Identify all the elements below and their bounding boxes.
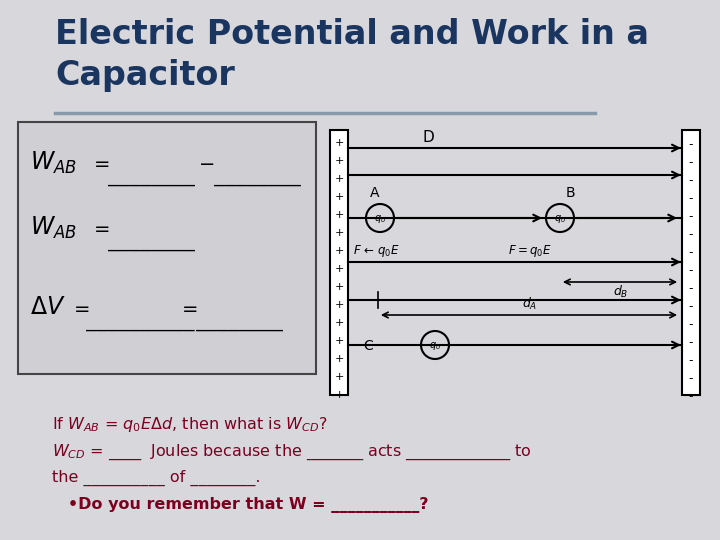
Text: -: - [689, 174, 693, 187]
Text: +: + [334, 138, 343, 148]
Text: D: D [422, 130, 434, 145]
Text: ________: ________ [214, 168, 301, 186]
Bar [18, 122, 316, 374]
Text: -: - [689, 354, 693, 367]
Text: $W_{AB}$: $W_{AB}$ [30, 215, 77, 241]
Text: $q_o$: $q_o$ [554, 213, 566, 225]
Text: C: C [364, 339, 373, 353]
Text: +: + [334, 390, 343, 400]
Text: $F = q_0E$: $F = q_0E$ [508, 243, 552, 259]
Text: $d_B$: $d_B$ [613, 284, 629, 300]
Text: -: - [689, 372, 693, 385]
Text: -: - [689, 300, 693, 313]
Text: -: - [689, 336, 693, 349]
Text: +: + [334, 192, 343, 202]
Text: $=$: $=$ [90, 153, 110, 172]
Text: A: A [370, 186, 379, 200]
Text: +: + [334, 156, 343, 166]
Text: +: + [334, 300, 343, 310]
Text: B: B [565, 186, 575, 200]
Text: $q_o$: $q_o$ [374, 213, 386, 225]
Text: ________: ________ [196, 313, 283, 331]
Text: -: - [689, 390, 693, 403]
Text: +: + [334, 318, 343, 328]
Text: •Do you remember that W = ___________?: •Do you remember that W = ___________? [68, 497, 428, 513]
Text: -: - [689, 318, 693, 331]
Text: +: + [334, 174, 343, 184]
Text: +: + [334, 354, 343, 364]
Text: +: + [334, 246, 343, 256]
Text: -: - [689, 282, 693, 295]
Text: -: - [689, 228, 693, 241]
Bar [682, 130, 700, 395]
Text: $\Delta V$: $\Delta V$ [30, 295, 66, 319]
Text: $W_{AB}$: $W_{AB}$ [30, 150, 77, 176]
Text: If $W_{AB}$ = $q_0E\Delta d$, then what is $W_{CD}$?: If $W_{AB}$ = $q_0E\Delta d$, then what … [52, 415, 328, 434]
Text: $q_o$: $q_o$ [429, 340, 441, 352]
Text: ________: ________ [108, 168, 195, 186]
Text: -: - [689, 246, 693, 259]
Text: +: + [334, 282, 343, 292]
Text: Electric Potential and Work in a
Capacitor: Electric Potential and Work in a Capacit… [55, 18, 649, 92]
Text: +: + [334, 336, 343, 346]
Text: +: + [334, 372, 343, 382]
Text: -: - [689, 192, 693, 205]
Text: -: - [689, 138, 693, 151]
Text: $=$: $=$ [70, 298, 90, 317]
Text: -: - [689, 264, 693, 277]
Text: +: + [334, 210, 343, 220]
Text: $F$ ← $q_0E$: $F$ ← $q_0E$ [353, 243, 400, 259]
Text: -: - [689, 210, 693, 223]
Text: $=$: $=$ [90, 218, 110, 237]
Text: the __________ of ________.: the __________ of ________. [52, 470, 261, 486]
Bar [330, 130, 348, 395]
Text: $-$: $-$ [198, 153, 215, 172]
Text: $d_A$: $d_A$ [522, 296, 538, 312]
Text: __________: __________ [86, 313, 194, 331]
Text: +: + [334, 264, 343, 274]
Text: -: - [689, 156, 693, 169]
Text: $=$: $=$ [178, 298, 198, 317]
Text: +: + [334, 228, 343, 238]
Text: ________: ________ [108, 233, 195, 251]
Text: $W_{CD}$ = ____  Joules because the _______ acts _____________ to: $W_{CD}$ = ____ Joules because the _____… [52, 443, 532, 462]
